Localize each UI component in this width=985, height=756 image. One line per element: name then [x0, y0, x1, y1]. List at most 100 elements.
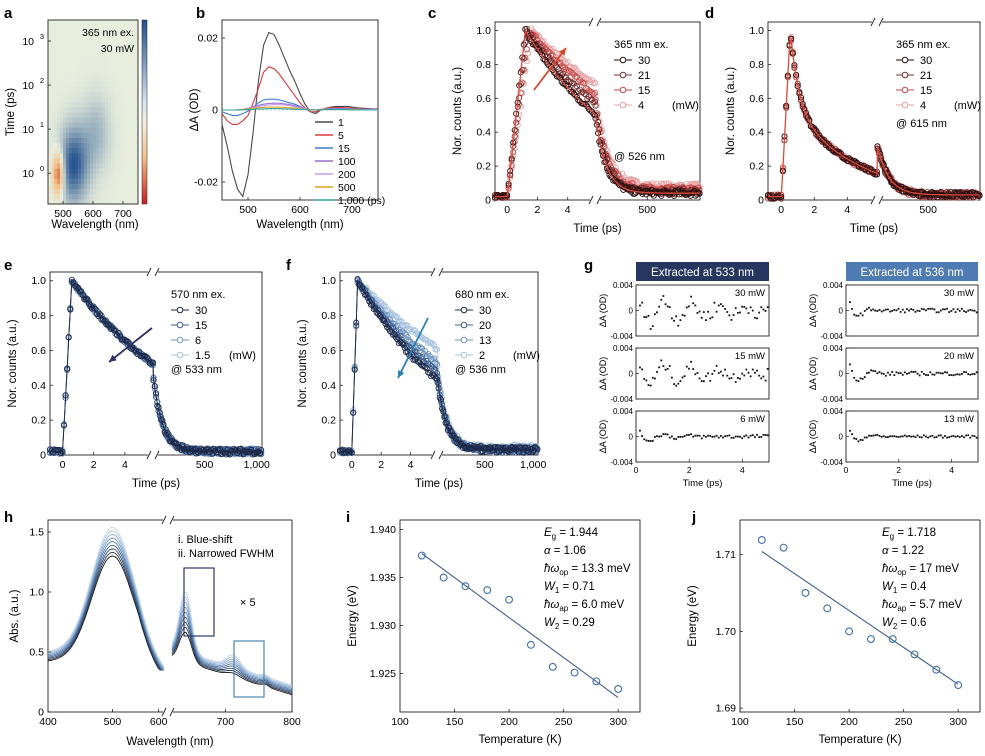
heatmap-cell — [57, 101, 61, 108]
residual-point — [639, 304, 641, 307]
residual-point — [730, 319, 733, 321]
data-point — [432, 359, 439, 366]
residual-point — [690, 433, 692, 436]
heatmap-cell — [93, 137, 97, 144]
data-point — [57, 450, 64, 457]
heatmap-cell — [66, 112, 70, 118]
heatmap-cell — [105, 45, 109, 52]
x-tick-left-0: 0 — [60, 459, 66, 471]
x-axis-label: Wavelength (nm) — [51, 219, 138, 231]
heatmap-cell — [66, 163, 70, 169]
heatmap-cell — [126, 122, 130, 128]
x-tick-left-2: 4 — [122, 459, 128, 471]
panel-g-residuals: Extracted at 533 nm Extracted at 536 nm0.… — [598, 262, 979, 489]
data-point — [572, 64, 579, 72]
heatmap-cell — [63, 45, 67, 52]
residual-point — [673, 319, 675, 322]
heatmap-cell — [135, 193, 139, 200]
heatmap-cell — [111, 152, 115, 159]
residual-point — [971, 373, 974, 375]
data-point — [603, 152, 610, 160]
residual-point — [952, 308, 955, 311]
heatmap-cell — [117, 101, 121, 108]
heatmap-cell — [129, 152, 133, 159]
residual-point — [944, 371, 946, 374]
residual-point — [658, 435, 661, 438]
heatmap-cell — [108, 86, 112, 92]
heatmap-cell — [123, 91, 127, 98]
heatmap-cell — [132, 30, 136, 36]
data-point — [776, 192, 783, 199]
residual-point — [728, 314, 731, 317]
heatmap-cell — [129, 40, 133, 46]
wavelength-annotation: @ 526 nm — [614, 151, 665, 163]
panel-label-b: b — [196, 5, 205, 22]
heatmap-cell — [75, 132, 79, 138]
x-tick-left-1: 2 — [535, 204, 541, 216]
x-tick-right-1: 700 — [217, 716, 235, 728]
heatmap-cell — [48, 45, 52, 52]
legend-label-2: 15 — [338, 143, 350, 155]
residual-point — [908, 435, 910, 437]
spectrum-right-s2 — [171, 627, 293, 694]
heatmap-cell — [84, 35, 88, 41]
heatmap-cell — [78, 158, 82, 164]
heatmap-cell — [81, 50, 85, 57]
data-point — [592, 102, 599, 109]
heatmap-cell — [111, 183, 115, 190]
residual-point — [639, 366, 641, 369]
heatmap-cell — [84, 60, 88, 67]
residual-point — [967, 309, 970, 312]
heatmap-cell — [63, 40, 67, 46]
y-tick-label-3: 0.6 — [321, 345, 336, 357]
heatmap-cell — [132, 20, 136, 26]
heatmap-cell — [78, 198, 82, 205]
heatmap-cell — [66, 20, 70, 26]
heatmap-cell — [87, 60, 91, 67]
heatmap-cell — [90, 183, 94, 190]
residual-point — [855, 438, 858, 440]
heatmap-cell — [108, 137, 112, 144]
heatmap-cell — [69, 158, 73, 164]
residual-point — [683, 435, 686, 438]
residual-point — [865, 436, 868, 439]
heatmap-cell — [132, 117, 136, 123]
residual-point — [922, 434, 925, 437]
heatmap-cell — [60, 35, 64, 41]
residual-point — [849, 301, 851, 304]
heatmap-cell — [54, 168, 58, 174]
heatmap-cell — [84, 50, 88, 57]
heatmap-cell — [111, 117, 115, 123]
heatmap-cell — [75, 178, 79, 184]
residual-point — [760, 306, 763, 309]
fit-param-2: ħωop = 17 meV — [882, 563, 959, 577]
residual-point — [918, 310, 921, 312]
heatmap-cell — [57, 117, 61, 123]
heatmap-cell — [57, 91, 61, 98]
heatmap-cell — [102, 101, 106, 108]
heatmap-cell — [90, 163, 94, 169]
heatmap-cell — [48, 76, 52, 82]
heatmap-cell — [93, 25, 97, 31]
heatmap-cell — [84, 178, 88, 184]
heatmap-cell — [81, 183, 85, 190]
heatmap-cell — [75, 76, 79, 82]
residual-point — [717, 304, 720, 307]
heatmap-cell — [111, 50, 115, 57]
residual-point — [876, 372, 879, 375]
heatmap-cell — [114, 71, 118, 77]
residual-point — [948, 436, 951, 438]
heatmap-cell — [117, 158, 121, 164]
heatmap-cell — [117, 163, 121, 169]
heatmap-cell — [57, 30, 61, 36]
heatmap-cell — [114, 96, 118, 103]
x-tick-label-2: 4 — [949, 465, 954, 475]
y-tick-label-0: 0.004 — [613, 407, 634, 416]
heatmap-cell — [66, 193, 70, 200]
series-points-15 — [46, 278, 265, 458]
heatmap-cell — [69, 122, 73, 128]
residual-point — [971, 309, 974, 312]
heatmap-cell — [69, 96, 73, 103]
residual-point — [717, 372, 720, 374]
